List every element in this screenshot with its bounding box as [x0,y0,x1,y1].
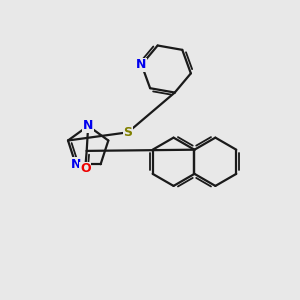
Text: N: N [83,119,93,132]
Text: N: N [136,58,147,71]
Text: O: O [80,162,91,175]
Text: N: N [70,158,81,171]
Text: S: S [123,126,132,139]
